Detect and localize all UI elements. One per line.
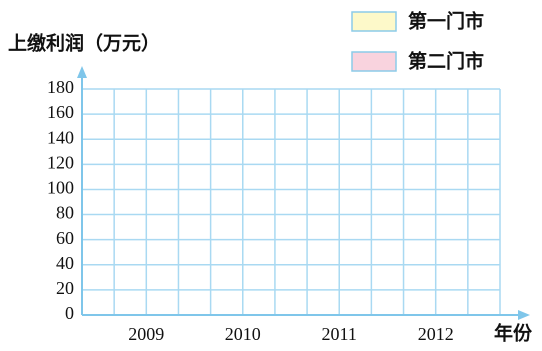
x-tick-label: 2009 [128, 324, 164, 344]
x-axis-arrow [518, 310, 530, 320]
x-tick-label: 2011 [322, 324, 357, 344]
y-tick-label: 140 [47, 127, 74, 147]
y-tick-label: 60 [56, 228, 74, 248]
legend-label: 第一门市 [408, 10, 484, 33]
y-tick-label: 120 [47, 152, 74, 172]
y-axis-title: 上缴利润（万元） [8, 32, 160, 55]
y-tick-label: 20 [56, 278, 74, 298]
legend-label: 第二门市 [408, 50, 484, 73]
y-tick-label: 100 [47, 178, 74, 198]
y-tick-label: 0 [65, 303, 74, 323]
y-tick-label: 80 [56, 203, 74, 223]
legend-swatch [351, 11, 397, 32]
y-tick-label: 180 [47, 77, 74, 97]
x-tick-label: 2010 [225, 324, 261, 344]
y-axis-arrow [77, 66, 87, 78]
x-axis-title: 年份 [494, 322, 533, 345]
legend-swatch [351, 51, 397, 72]
x-tick-label: 2012 [418, 324, 454, 344]
y-tick-label: 160 [47, 102, 74, 122]
y-tick-label: 40 [56, 253, 74, 273]
